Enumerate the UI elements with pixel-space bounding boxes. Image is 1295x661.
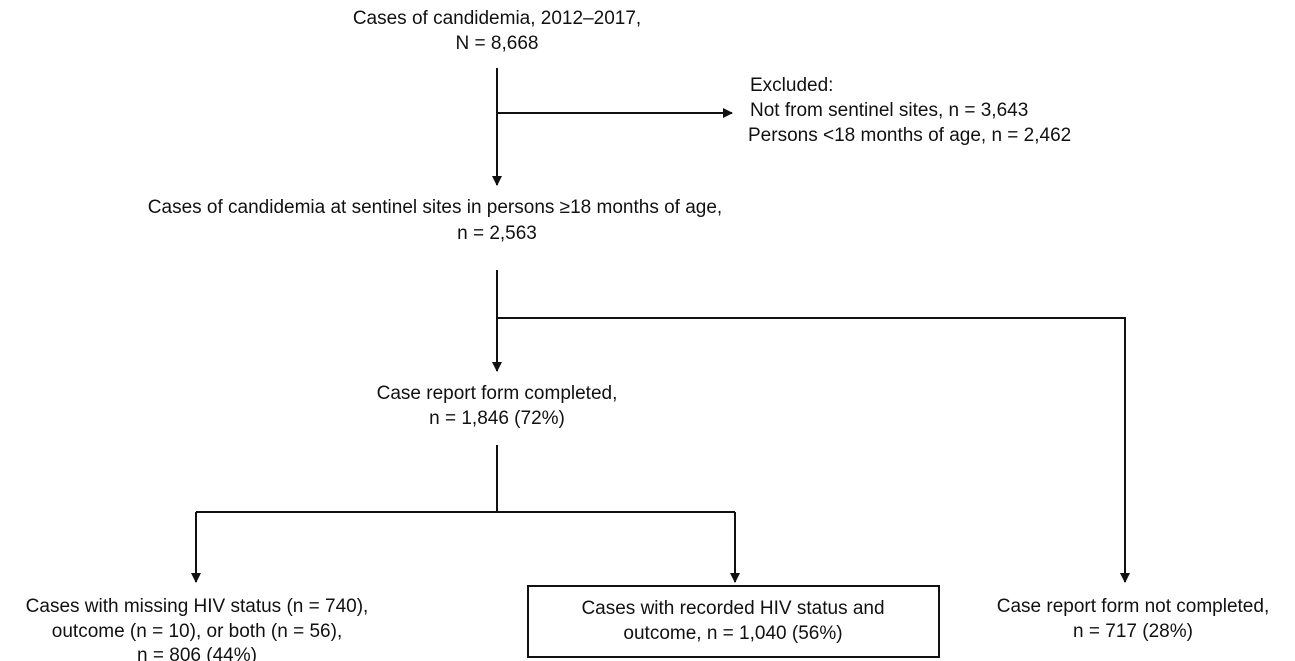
- node-text: Cases of candidemia, 2012–2017,: [353, 8, 641, 29]
- node-text: N = 8,668: [456, 33, 539, 54]
- node-text: Cases with missing HIV status (n = 740),: [26, 596, 369, 617]
- node-text: Cases with recorded HIV status and: [581, 598, 884, 619]
- node-text: Persons <18 months of age, n = 2,462: [748, 125, 1071, 146]
- node-text: outcome (n = 10), or both (n = 56),: [52, 621, 342, 642]
- node-text: n = 1,846 (72%): [429, 408, 565, 429]
- node-text: Excluded:: [750, 75, 833, 96]
- node-text: Case report form completed,: [377, 383, 618, 404]
- node-text: Case report form not completed,: [997, 596, 1269, 617]
- node-text: n = 2,563: [457, 223, 537, 244]
- node-box: [527, 585, 940, 658]
- node-text: n = 806 (44%): [137, 645, 257, 661]
- node-text: outcome, n = 1,040 (56%): [623, 623, 842, 644]
- node-text: Cases of candidemia at sentinel sites in…: [148, 197, 722, 218]
- node-text: Not from sentinel sites, n = 3,643: [750, 100, 1028, 121]
- arrow: [497, 317, 1130, 583]
- node-text: n = 717 (28%): [1073, 621, 1193, 642]
